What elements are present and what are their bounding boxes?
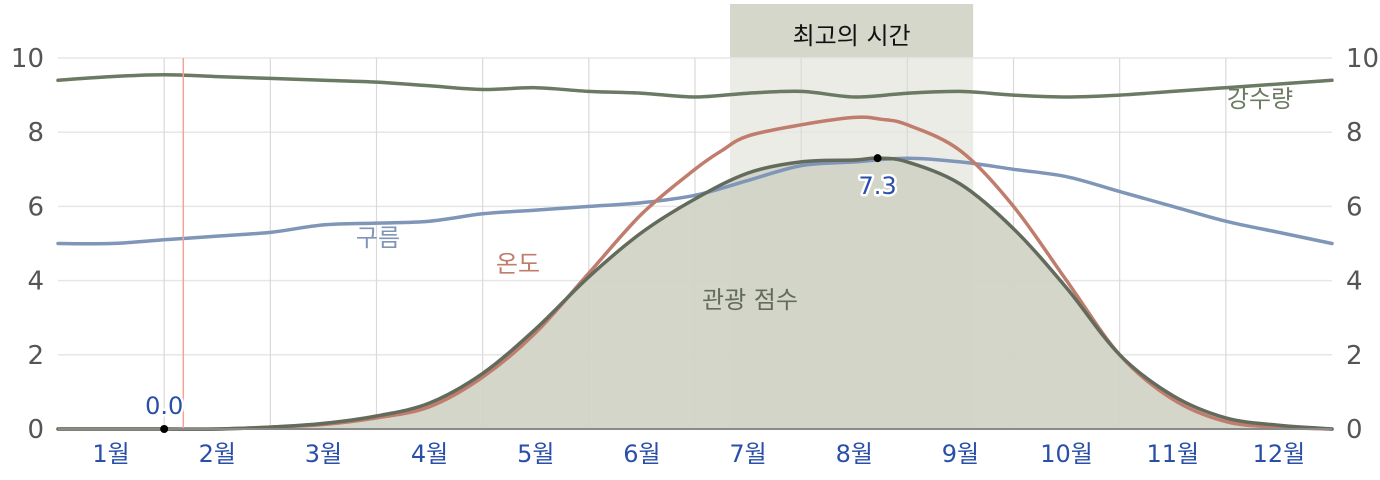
month-label: 4월: [411, 440, 448, 468]
peak-value: 7.3: [859, 172, 897, 200]
cloud-series-label: 구름: [356, 224, 400, 252]
y-tick-right: 2: [1346, 341, 1363, 371]
y-tick-right: 8: [1346, 118, 1363, 148]
temp-series-label: 온도: [496, 250, 540, 278]
month-label: 6월: [623, 440, 660, 468]
score-series-label: 관광 점수: [702, 286, 798, 314]
best-time-title: 최고의 시간: [793, 22, 911, 50]
current-date-value: 0.0: [145, 392, 183, 420]
score-area-fill: [58, 158, 1332, 430]
y-tick-left: 0: [27, 415, 44, 445]
series-lines: [56, 72, 1334, 431]
y-tick-right: 0: [1346, 415, 1363, 445]
current-date-dot: [160, 425, 169, 433]
score-area: [58, 158, 1332, 430]
month-label: 12월: [1253, 440, 1306, 468]
y-tick-right: 6: [1346, 192, 1363, 222]
y-tick-left: 8: [27, 118, 44, 148]
month-label: 11월: [1146, 440, 1199, 468]
peak-dot: [873, 154, 882, 163]
month-label: 5월: [517, 440, 554, 468]
y-tick-left: 10: [11, 44, 44, 74]
month-label: 9월: [942, 440, 979, 468]
series-line: [56, 156, 1334, 431]
month-label: 10월: [1040, 440, 1093, 468]
month-label: 3월: [305, 440, 342, 468]
month-label: 2월: [199, 440, 236, 468]
y-tick-right: 4: [1346, 267, 1363, 297]
axes: 0 0 2 2 4 4 6 6 8 8 10 10 1월 2월 3월 4월 5월 6월 7월 8월 9월 10월 11월 12…: [11, 44, 1379, 468]
y-tick-left: 2: [27, 341, 44, 371]
y-tick-left: 4: [27, 267, 44, 297]
rain-series-label: 강수량: [1227, 85, 1293, 113]
month-label: 7월: [729, 440, 766, 468]
y-tick-left: 6: [27, 192, 44, 222]
point-markers: 0.0 7.3: [143, 154, 899, 433]
month-label: 8월: [836, 440, 873, 468]
y-tick-right: 10: [1346, 44, 1379, 74]
series-labels: 강수량 구름 온도 관광 점수: [356, 85, 1293, 314]
series-line: [56, 72, 1334, 99]
series-line: [56, 156, 1334, 246]
month-label: 1월: [92, 440, 129, 468]
best-time-band-header: [730, 4, 974, 58]
